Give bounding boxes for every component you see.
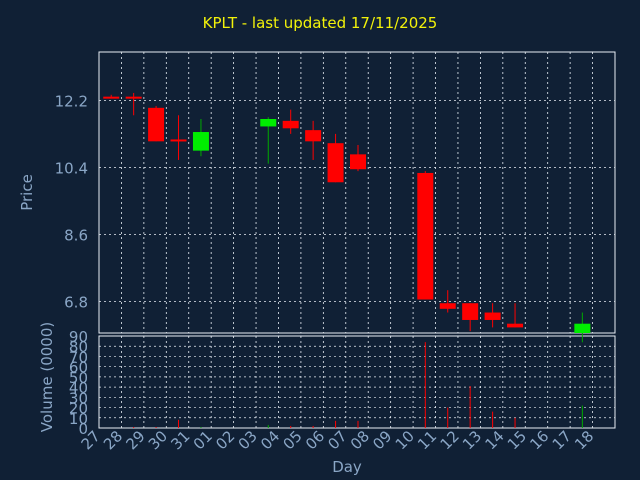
candle-body: [350, 154, 366, 170]
candle-body: [192, 132, 209, 151]
volume-tick-label: 80: [69, 338, 88, 356]
volume-panel-frame: [98, 335, 616, 429]
candle-body: [327, 143, 344, 183]
candle-body: [507, 323, 524, 328]
price-axis-label: Price: [18, 174, 36, 211]
volume-tick-label: 20: [69, 400, 88, 418]
chart-title: KPLT - last updated 17/11/2025: [202, 14, 438, 32]
volume-tick-label: 0: [78, 420, 88, 438]
candle-body: [417, 172, 434, 300]
volume-tick-label: 10: [69, 410, 88, 428]
candle-body: [305, 130, 322, 142]
volume-tick-label: 70: [69, 348, 88, 366]
volume-tick-label: 30: [69, 389, 88, 407]
volume-tick-label: 90: [69, 328, 88, 346]
candle-body: [439, 303, 456, 309]
price-tick-label: 10.4: [55, 159, 88, 177]
price-tick-label: 8.6: [64, 226, 88, 244]
volume-tick-label: 60: [69, 359, 88, 377]
candle-body: [125, 96, 142, 99]
candle-body: [484, 312, 501, 320]
candle-body: [148, 107, 165, 142]
x-axis-label: Day: [332, 458, 362, 476]
price-tick-label: 12.2: [55, 92, 88, 110]
price-panel-frame: [98, 51, 616, 334]
candle-body: [574, 323, 591, 333]
candle-body: [260, 118, 277, 127]
volume-tick-label: 50: [69, 369, 88, 387]
candle-body: [282, 120, 299, 129]
volume-tick-label: 40: [69, 379, 88, 397]
candle-body: [103, 96, 120, 99]
candle-body: [462, 303, 479, 320]
x-tick-label: 18: [571, 427, 597, 453]
candle-body: [170, 139, 187, 142]
price-tick-label: 6.8: [64, 293, 88, 311]
volume-axis-label: Volume (0000): [38, 322, 56, 432]
